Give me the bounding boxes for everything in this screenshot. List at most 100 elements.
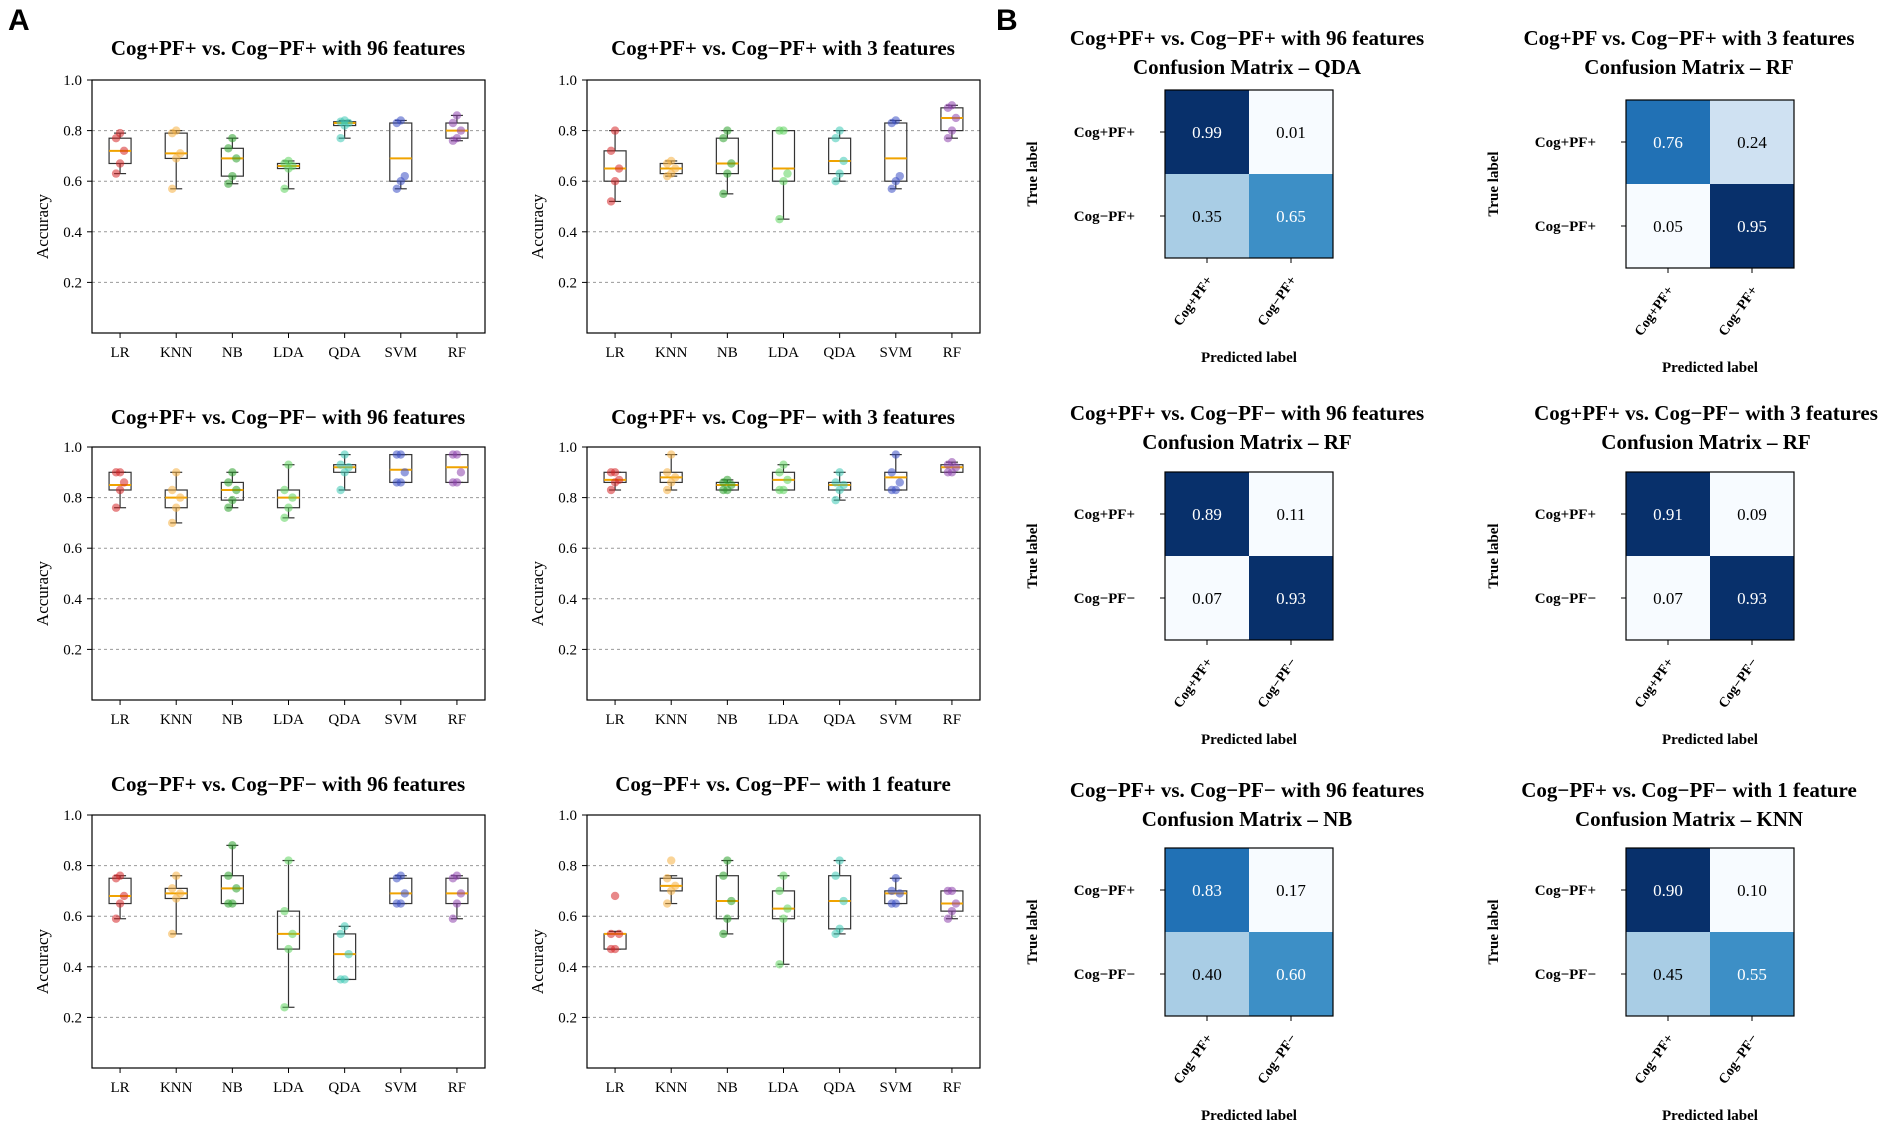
data-point: [947, 886, 957, 896]
box-lda: [276, 460, 301, 523]
cm-cell-value: 0.35: [1192, 207, 1222, 226]
cm-x-axis-label: Predicted label: [1201, 732, 1297, 748]
data-point: [344, 463, 353, 472]
data-point: [839, 480, 848, 490]
box-lda: [771, 871, 796, 969]
x-tick-label: LR: [605, 345, 624, 361]
x-tick-label: NB: [717, 1080, 738, 1096]
y-tick-label: 0.4: [558, 225, 577, 241]
data-point: [831, 133, 840, 143]
y-tick-label: 0.4: [63, 960, 82, 976]
cm-row-label: Cog+PF+: [1074, 125, 1135, 141]
cm-col-label: Cog−PF+: [1632, 1032, 1677, 1087]
data-point: [831, 495, 840, 505]
cm-title-line-1: Cog+PF+ vs. Cog−PF− with 3 features: [1534, 401, 1878, 425]
x-tick-label: LDA: [768, 1080, 799, 1096]
data-point: [456, 889, 466, 898]
data-point: [835, 126, 844, 135]
data-point: [392, 184, 401, 193]
cm-cell-value: 0.89: [1192, 505, 1222, 524]
data-point: [779, 914, 788, 923]
box-lda: [771, 126, 796, 224]
cm-cell: [1626, 472, 1710, 556]
boxplot-chart-1: Cog+PF+ vs. Cog−PF+ with 96 features 0.2 0…: [33, 36, 486, 361]
data-point: [400, 468, 409, 477]
cm-col-label: Cog−PF−: [1255, 1032, 1300, 1087]
y-tick-label: 0.6: [558, 541, 577, 557]
cm-cell: [1710, 184, 1794, 268]
data-point: [891, 899, 900, 908]
x-tick-label: LR: [605, 1080, 624, 1096]
data-point: [831, 177, 840, 186]
cm-x-axis-label: Predicted label: [1201, 1108, 1297, 1124]
data-point: [667, 450, 676, 459]
data-point: [610, 944, 620, 954]
data-point: [891, 116, 900, 125]
cm-col-label: Cog−PF+: [1255, 274, 1300, 329]
x-tick-label: LDA: [273, 345, 304, 361]
cm-title-line-1: Cog−PF+ vs. Cog−PF− with 1 feature: [1521, 778, 1857, 802]
cm-x-axis-label: Predicted label: [1662, 732, 1758, 748]
x-tick-label: RF: [448, 345, 466, 361]
cm-row-label: Cog−PF+: [1535, 883, 1596, 899]
box-qda: [828, 126, 852, 186]
cm-col-label: Cog−PF+: [1716, 284, 1761, 339]
data-point: [727, 896, 736, 906]
box-nb: [715, 856, 739, 939]
data-point: [228, 841, 237, 850]
data-point: [280, 184, 289, 193]
data-point: [606, 929, 616, 939]
data-point: [723, 856, 732, 865]
cm-cell-value: 0.93: [1737, 589, 1767, 608]
data-point: [775, 960, 784, 969]
panel-label-a: A: [8, 4, 30, 37]
y-tick-label: 0.6: [63, 541, 82, 557]
data-point: [456, 468, 466, 477]
y-tick-label: 0.6: [63, 909, 82, 925]
x-tick-label: NB: [717, 345, 738, 361]
data-point: [783, 169, 792, 178]
data-point: [783, 904, 792, 913]
box-svm: [389, 871, 413, 908]
data-point: [835, 924, 844, 934]
cm-cell-value: 0.91: [1653, 505, 1683, 524]
x-tick-label: SVM: [385, 712, 418, 728]
cm-title-line-2: Confusion Matrix – RF: [1142, 430, 1351, 454]
data-point: [224, 144, 233, 153]
x-tick-label: QDA: [823, 712, 856, 728]
cm-cell: [1165, 472, 1249, 556]
data-point: [344, 949, 353, 959]
box-nb: [715, 126, 739, 199]
data-point: [284, 856, 293, 865]
cm-cell-value: 0.65: [1276, 207, 1306, 226]
cm-frame: [1625, 847, 1795, 1017]
plot-frame: [91, 79, 486, 334]
data-point: [663, 485, 672, 495]
cm-cell-value: 0.40: [1192, 965, 1222, 984]
y-axis-label: Accuracy: [33, 193, 52, 259]
box-lda: [276, 856, 301, 1012]
data-point: [280, 906, 289, 916]
box-lr: [603, 891, 627, 954]
x-tick-label: SVM: [385, 345, 418, 361]
cm-cell: [1626, 848, 1710, 932]
data-point: [663, 899, 672, 908]
data-point: [719, 189, 728, 199]
data-point: [228, 899, 237, 908]
data-point: [336, 133, 345, 143]
cm-cell-value: 0.17: [1276, 881, 1306, 900]
box-qda: [333, 116, 357, 143]
data-point: [719, 133, 728, 143]
box-iqr: [828, 137, 852, 175]
box-nb: [220, 133, 244, 188]
data-point: [783, 475, 792, 485]
cm-cell: [1165, 90, 1249, 174]
x-tick-label: LR: [110, 345, 129, 361]
box-iqr: [389, 122, 413, 182]
data-point: [396, 116, 405, 125]
data-point: [895, 889, 904, 898]
cm-cell-value: 0.07: [1653, 589, 1683, 608]
cm-cell-value: 0.45: [1653, 965, 1683, 984]
x-tick-label: SVM: [385, 1080, 418, 1096]
data-point: [947, 101, 957, 110]
